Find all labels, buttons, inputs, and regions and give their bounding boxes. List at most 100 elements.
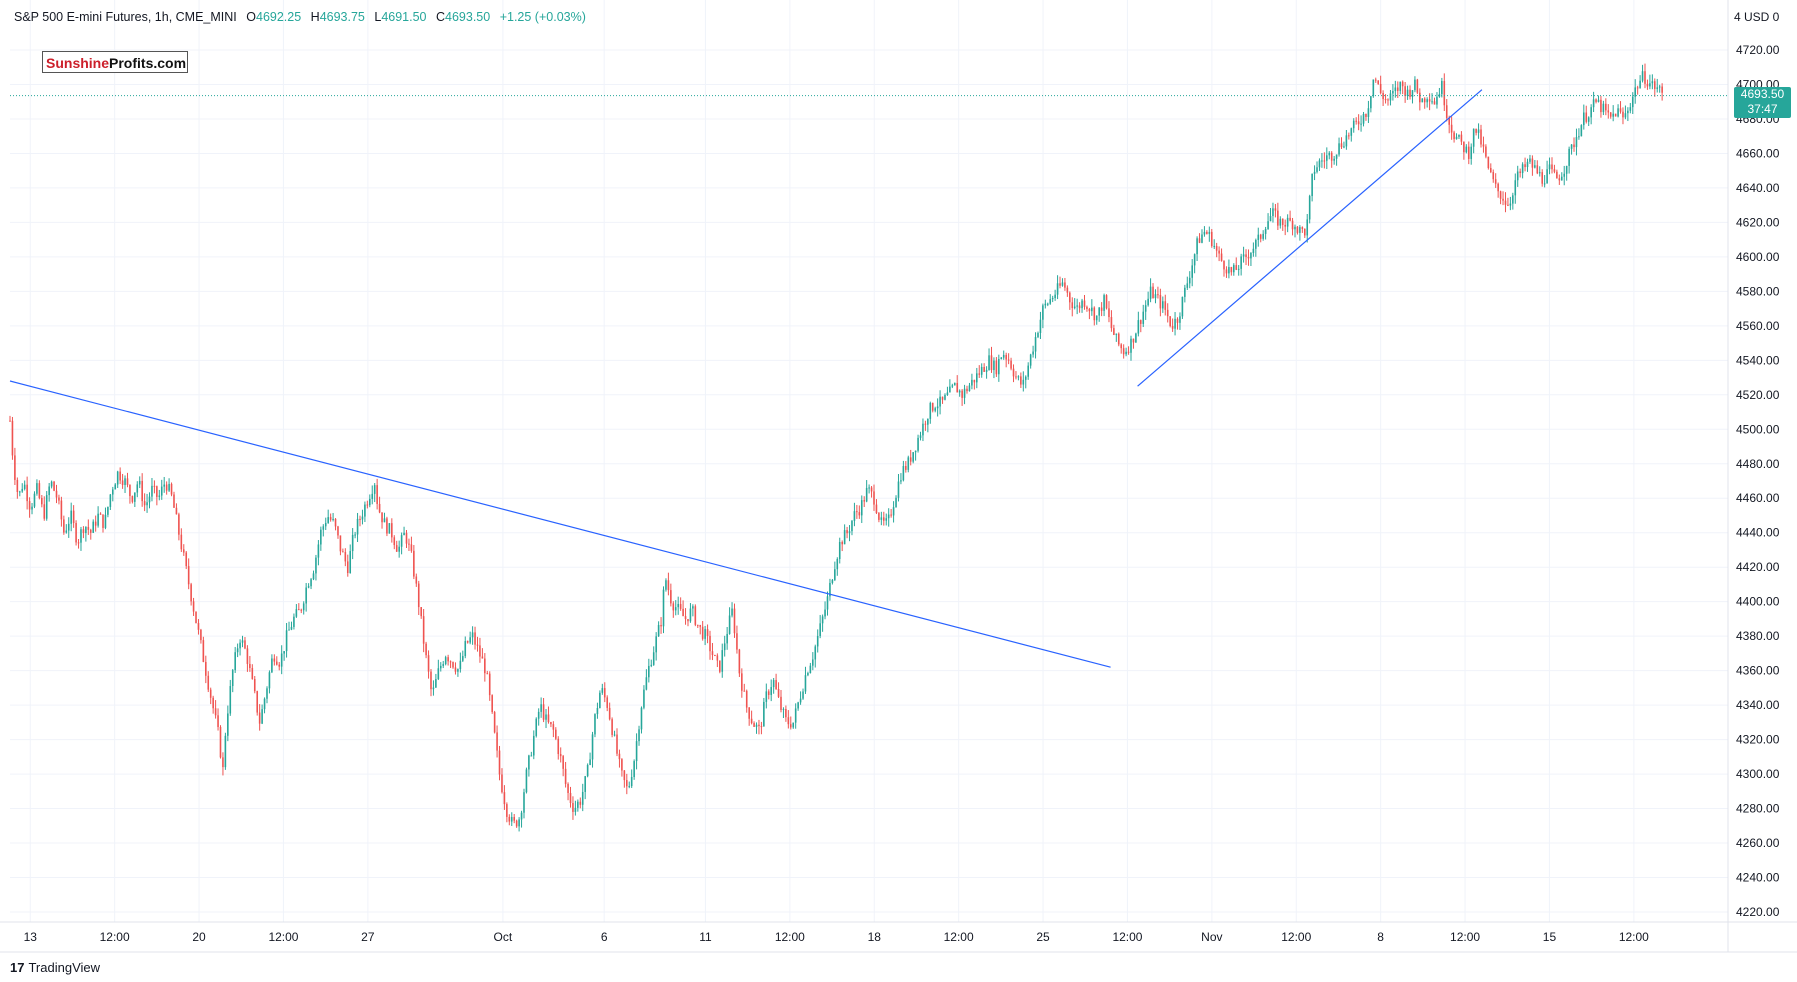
candle-body: [205, 661, 207, 676]
candle-body: [55, 490, 58, 498]
candle-body: [880, 517, 883, 520]
candle-body: [334, 518, 337, 527]
candle-body: [555, 729, 557, 739]
candle-body: [711, 651, 714, 656]
candle-body: [452, 662, 454, 668]
candle-body: [518, 819, 520, 827]
candle-body: [1184, 287, 1186, 297]
candle-body: [288, 629, 290, 631]
candle-body: [94, 521, 97, 526]
candle-body: [501, 774, 503, 793]
currency-label[interactable]: 4 USD 0: [1734, 10, 1780, 24]
candle-body: [1507, 204, 1509, 206]
candle-body: [1485, 146, 1487, 157]
candle-body: [1061, 282, 1064, 286]
candle-body: [1091, 307, 1093, 312]
candle-body: [256, 691, 259, 713]
tradingview-logo[interactable]: 17 TradingView: [10, 960, 100, 975]
candle-body: [767, 691, 770, 695]
candle-body: [1122, 348, 1125, 355]
symbol-name[interactable]: S&P 500 E-mini Futures, 1h, CME_MINI: [14, 10, 237, 24]
candle-body: [234, 652, 236, 671]
candle-body: [1617, 108, 1619, 117]
candle-body: [187, 566, 190, 585]
candle-body: [1357, 121, 1360, 125]
candle-body: [760, 726, 763, 728]
candle-body: [971, 379, 973, 386]
candle-body: [1233, 265, 1235, 273]
candle-body: [141, 480, 143, 502]
candle-body: [552, 724, 555, 730]
candle-body: [949, 386, 951, 393]
candle-body: [403, 532, 405, 536]
candle-body: [550, 722, 552, 725]
candle-body: [236, 648, 239, 653]
candle-body: [1392, 91, 1394, 94]
candle-body: [1237, 268, 1240, 270]
candle-body: [361, 516, 364, 520]
y-tick-label: 4500.00: [1736, 422, 1780, 436]
candle-body: [21, 488, 24, 492]
candle-body: [224, 735, 227, 768]
candle-body: [1401, 81, 1404, 87]
candle-body: [603, 688, 606, 698]
candle-body: [214, 708, 217, 716]
candle-body: [413, 550, 415, 577]
candle-body: [684, 616, 687, 620]
candle-body: [882, 517, 885, 521]
candle-body: [1592, 99, 1595, 108]
candle-body: [699, 625, 702, 627]
candle-body: [572, 803, 574, 812]
candle-body: [919, 435, 922, 438]
candle-body: [968, 385, 971, 392]
candle-body: [1627, 110, 1629, 114]
candle-body: [738, 649, 741, 674]
candle-body: [151, 485, 153, 497]
candle-body: [1416, 79, 1419, 93]
candle-body: [633, 761, 635, 777]
candle-body: [344, 552, 347, 562]
candle-body: [324, 522, 327, 527]
candle-body: [195, 611, 197, 623]
candle-body: [278, 664, 281, 667]
candle-body: [944, 394, 946, 400]
candle-body: [1316, 167, 1318, 172]
candle-body: [1103, 295, 1105, 311]
y-tick-label: 4240.00: [1736, 871, 1780, 885]
candle-body: [792, 722, 795, 728]
candle-body: [1277, 210, 1279, 226]
candle-body: [581, 791, 584, 805]
candle-body: [856, 511, 858, 513]
candle-body: [513, 817, 516, 821]
x-tick-label: 8: [1377, 930, 1384, 944]
candle-body: [258, 712, 261, 724]
candle-body: [613, 734, 616, 736]
candle-body: [1475, 128, 1477, 133]
candle-body: [905, 465, 907, 470]
candle-body: [1612, 113, 1614, 117]
candle-body: [1039, 319, 1042, 333]
candle-body: [192, 601, 195, 612]
candle-body: [1159, 294, 1162, 309]
candle-body: [165, 484, 168, 491]
candle-body: [197, 622, 200, 630]
candle-body: [1269, 216, 1272, 222]
candle-body: [339, 535, 342, 552]
candle-body: [92, 521, 95, 533]
candle-body: [1367, 108, 1370, 117]
candle-body: [63, 519, 65, 533]
candle-body: [1352, 120, 1355, 129]
candle-body: [645, 677, 648, 690]
candle-body: [1512, 195, 1514, 204]
candle-body: [131, 496, 134, 502]
candle-body: [1294, 226, 1296, 230]
candle-body: [209, 689, 212, 698]
candle-body: [437, 668, 440, 680]
candle-body: [126, 478, 129, 485]
candle-body: [1120, 344, 1123, 349]
candle-body: [621, 759, 623, 771]
candle-body: [1609, 112, 1612, 117]
candle-body: [484, 658, 486, 674]
candle-body: [733, 608, 736, 634]
